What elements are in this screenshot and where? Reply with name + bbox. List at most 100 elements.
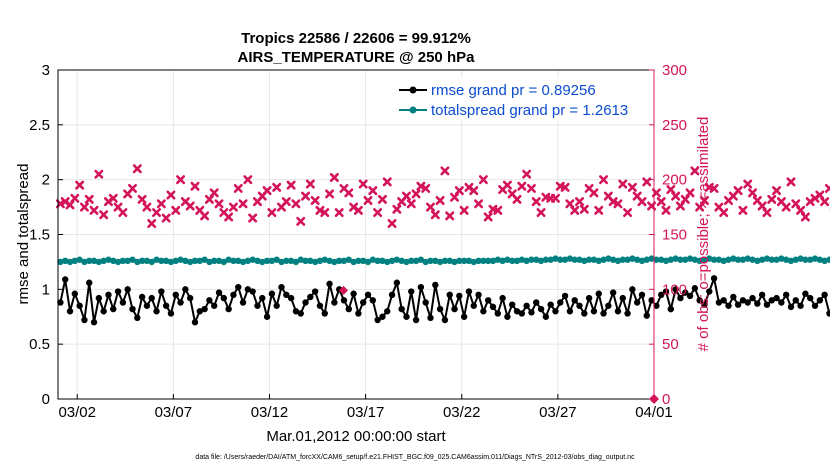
rmse-point <box>360 299 367 306</box>
y-left-tick-label: 1 <box>42 281 50 298</box>
totalspread-point <box>480 257 487 265</box>
rmse-point <box>388 291 396 299</box>
data-file-footnote: data file: /Users/raeder/DAI/ATM_forcXX/… <box>195 454 635 461</box>
obs-assimilated-marker <box>772 186 782 196</box>
rmse-point <box>725 302 732 309</box>
rmse-point <box>422 299 429 306</box>
totalspread-point <box>86 257 93 265</box>
totalspread-point <box>706 255 713 262</box>
totalspread-point <box>259 258 266 266</box>
rmse-point <box>653 302 660 309</box>
totalspread-point <box>547 256 554 263</box>
legend-rmse-label: rmse grand pr = 0.89256 <box>431 82 596 99</box>
rmse-point <box>345 305 352 313</box>
obs-assimilated-marker <box>517 181 527 191</box>
obs-assimilated-marker <box>695 202 705 212</box>
totalspread-point <box>340 257 348 265</box>
totalspread-point <box>763 255 771 262</box>
totalspread-point <box>263 257 271 265</box>
totalspread-point <box>633 256 641 263</box>
totalspread-point <box>811 255 819 262</box>
legend-spread-label: totalspread grand pr = 1.2613 <box>431 102 628 119</box>
obs-assimilated-marker <box>685 188 695 198</box>
rmse-point <box>451 305 458 313</box>
y-left-tick-label: 1.5 <box>29 227 50 244</box>
totalspread-point <box>518 256 526 263</box>
rmse-point <box>494 310 501 317</box>
obs-assimilated-marker <box>75 180 85 190</box>
rmse-point <box>398 305 405 313</box>
totalspread-point <box>114 258 122 266</box>
rmse-point <box>379 313 386 320</box>
obs-assimilated-marker <box>267 208 277 218</box>
obs-assimilated-marker <box>824 183 830 193</box>
totalspread-point <box>504 256 511 263</box>
obs-assimilated-marker <box>281 197 291 207</box>
rmse-point <box>297 310 304 317</box>
rmse-point <box>701 301 708 308</box>
obs-assimilated-marker <box>94 169 104 179</box>
rmse-point <box>71 290 79 297</box>
y-left-tick-label: 0.5 <box>29 336 50 353</box>
obs-assimilated-marker <box>459 205 469 215</box>
rmse-point <box>710 275 718 282</box>
totalspread-point <box>566 255 574 262</box>
obs-assimilated-marker <box>570 205 580 215</box>
rmse-point <box>316 302 324 309</box>
rmse-point <box>259 294 266 302</box>
rmse-point <box>552 308 559 315</box>
totalspread-point <box>691 256 699 263</box>
rmse-point <box>167 310 175 317</box>
obs-assimilated-marker <box>65 200 75 210</box>
totalspread-point <box>206 258 213 266</box>
obs-assimilated-marker <box>171 205 181 215</box>
totalspread-point <box>211 257 218 265</box>
y-right-tick-label: 200 <box>662 172 687 189</box>
rmse-point <box>744 299 751 306</box>
obs-assimilated-marker <box>661 205 671 215</box>
totalspread-point <box>629 255 636 262</box>
totalspread-point <box>715 256 723 263</box>
rmse-point <box>749 294 756 302</box>
totalspread-point <box>590 256 598 263</box>
obs-assimilated-marker <box>238 199 248 209</box>
totalspread-point <box>292 258 300 266</box>
obs-assimilated-marker <box>421 183 431 193</box>
rmse-point <box>350 290 357 297</box>
rmse-point <box>489 303 497 311</box>
totalspread-point <box>672 255 679 262</box>
totalspread-point <box>129 256 136 263</box>
rmse-point <box>730 293 737 301</box>
y-left-tick-label: 2 <box>42 172 50 189</box>
obs-assimilated-marker <box>767 194 777 204</box>
obs-assimilated-marker <box>233 183 243 193</box>
totalspread-point <box>287 257 295 265</box>
y-left-tick-label: 0 <box>42 391 50 408</box>
obs-assimilated-marker <box>820 197 830 207</box>
totalspread-point <box>345 256 352 263</box>
obs-assimilated-marker <box>377 194 387 204</box>
obs-assimilated-marker <box>512 194 522 204</box>
totalspread-point <box>605 255 612 262</box>
rmse-point <box>244 286 252 293</box>
rmse-point <box>672 286 679 293</box>
rmse-point <box>691 285 699 292</box>
totalspread-point <box>533 256 540 263</box>
rmse-point <box>561 292 569 300</box>
totalspread-point <box>773 256 780 263</box>
obs-assimilated-marker <box>781 202 791 212</box>
totalspread-point <box>100 257 107 265</box>
totalspread-point <box>57 258 64 266</box>
rmse-point <box>782 291 790 299</box>
totalspread-point <box>138 257 146 265</box>
rmse-point <box>605 302 612 309</box>
obs-assimilated-marker <box>325 189 335 199</box>
rmse-point <box>268 290 276 297</box>
totalspread-point <box>273 256 280 263</box>
rmse-point <box>119 299 127 306</box>
rmse-point <box>475 291 482 299</box>
rmse-point <box>763 301 771 308</box>
obs-assimilated-marker <box>156 199 166 209</box>
rmse-point <box>633 299 641 306</box>
rmse-point <box>273 302 280 309</box>
